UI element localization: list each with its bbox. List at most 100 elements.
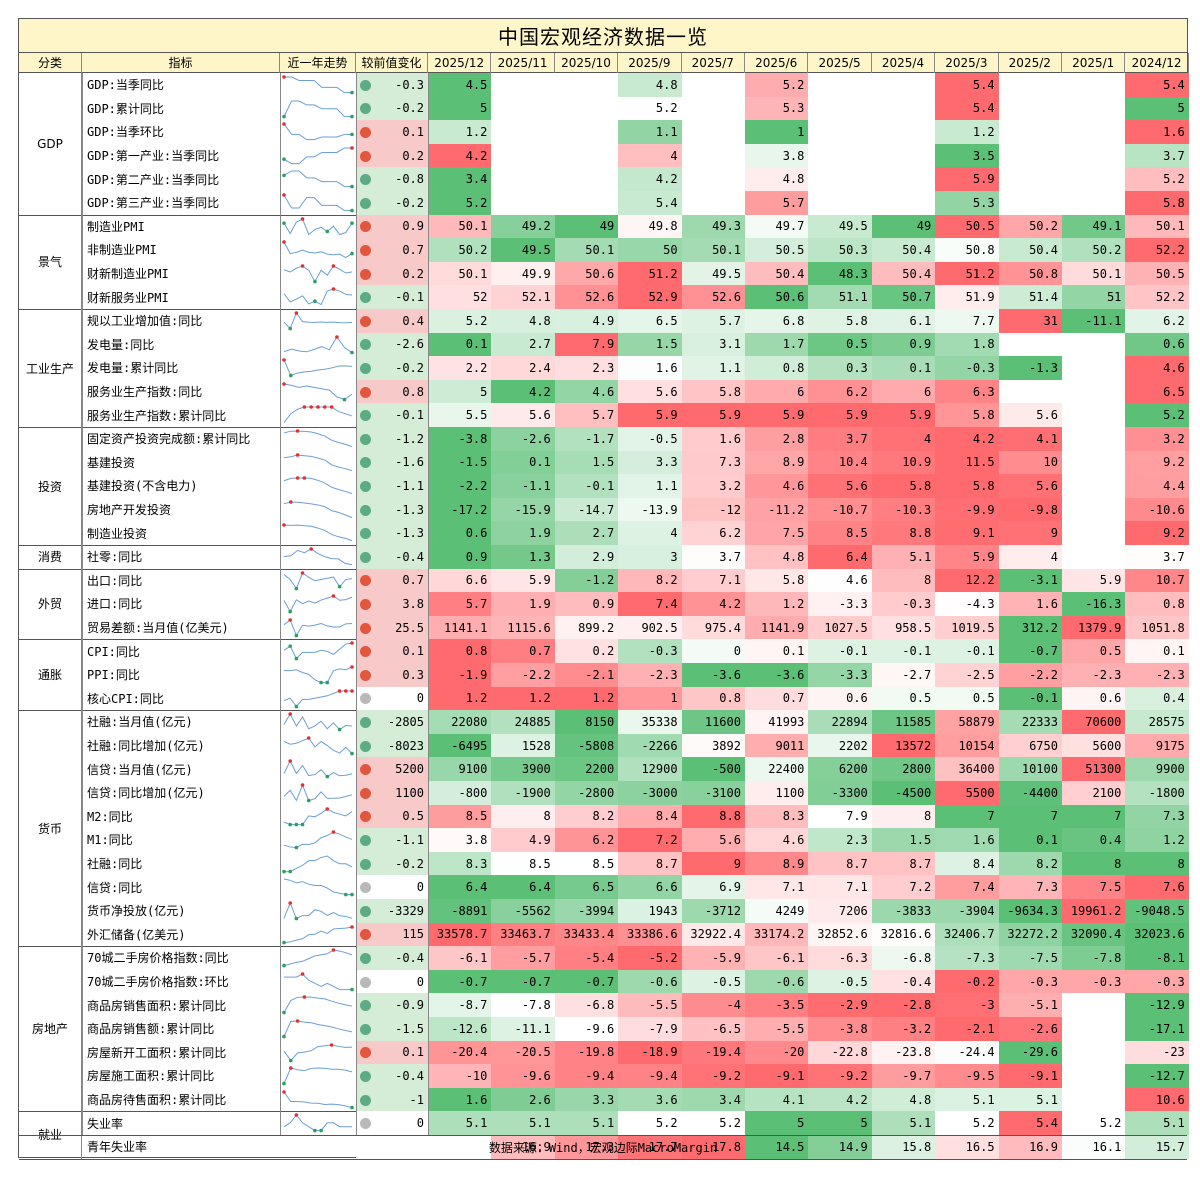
value-cell: 5.9 [935, 545, 999, 569]
value-cell: -10 [428, 1064, 492, 1088]
value-cell: 4.4 [1125, 474, 1189, 498]
value-cell: 8.5 [554, 851, 619, 876]
change-value: 0.1 [356, 1040, 428, 1065]
trend-sparkline [280, 970, 356, 994]
value-cell: -2.3 [618, 663, 682, 687]
sparkline-marker [282, 1089, 286, 1094]
table-row: 商品房销售面积:累计同比 -0.9 -8.7 -7.8 -6.8 -5.5 -4 -3.5 -2… [19, 993, 1189, 1017]
value-cell: 50.4 [871, 261, 936, 286]
header-period: 2025/7 [682, 53, 745, 73]
change-value: -0.2 [356, 851, 428, 876]
sparkline-marker [329, 1042, 334, 1047]
value-cell: 8.7 [871, 851, 936, 876]
value-cell: 5.6 [808, 474, 872, 498]
value-cell [1062, 379, 1126, 404]
value-cell [1062, 1040, 1126, 1065]
value-cell: 7 [998, 804, 1062, 829]
trend-sparkline [280, 356, 356, 380]
sparkline-svg [283, 263, 353, 284]
change-value: 0.1 [356, 639, 428, 663]
table-row: 青年失业率 16.9 17.3 17.7 17.8 14.5 14.9 15.8 16.5 16.… [19, 1135, 1189, 1159]
value-cell: 51.1 [808, 285, 872, 309]
table-row: 70城二手房价格指数:环比 0 -0.7 -0.7 -0.7 -0.6 -0.5 -0.6 -0… [19, 969, 1189, 994]
sparkline-line [283, 760, 353, 778]
value-cell: -2.6 [491, 427, 555, 451]
value-cell: 3.7 [1125, 545, 1189, 569]
value-cell: 9 [681, 851, 745, 876]
value-cell: -19.4 [681, 1040, 745, 1065]
value-cell: 3.8 [428, 828, 492, 852]
value-cell: 6.4 [808, 545, 872, 569]
value-cell: -3 [935, 993, 999, 1017]
change-text: 0 [416, 691, 424, 706]
indicator-label: 社融:同比 [87, 857, 143, 872]
value-cell: 5.2 [935, 1111, 999, 1135]
green-dot-icon [360, 858, 371, 870]
value-cell: -2.5 [935, 663, 999, 687]
trend-sparkline [280, 616, 356, 640]
value-cell: 6.1 [871, 309, 936, 333]
value-cell: 50.5 [1125, 261, 1189, 286]
sparkline-marker [350, 751, 354, 756]
value-cell: 3.2 [681, 474, 745, 498]
value-cell: 5.1 [871, 1111, 936, 1135]
value-cell: -10.7 [808, 497, 872, 522]
value-cell: -2.7 [871, 663, 936, 687]
trend-sparkline [280, 734, 356, 758]
change-value: -0.1 [356, 285, 428, 309]
value-cell: 8 [1062, 851, 1126, 876]
value-cell: 0.1 [1125, 639, 1189, 663]
value-cell: 0.8 [745, 356, 809, 380]
sparkline-marker [294, 1113, 299, 1118]
value-cell: -6.1 [428, 946, 492, 970]
indicator-label: 失业率 [87, 1116, 124, 1131]
sparkline-marker [288, 822, 292, 826]
sparkline-marker [331, 263, 336, 268]
change-value: -1 [356, 1087, 428, 1112]
value-cell: 6.5 [1125, 379, 1189, 404]
value-cell: 50.5 [745, 238, 809, 262]
value-cell: 33174.2 [745, 922, 809, 947]
change-value: -2805 [356, 710, 428, 734]
indicator-label: 非制造业PMI [87, 243, 157, 258]
value-cell: 49.5 [681, 261, 745, 286]
sparkline-marker [337, 688, 342, 693]
header-category: 分类 [19, 53, 82, 73]
value-cell: 0.3 [808, 356, 872, 380]
change-value: -1.2 [356, 427, 428, 451]
value-cell: -12 [681, 497, 745, 522]
value-cell: 19961.2 [1062, 899, 1126, 923]
value-cell: 1.6 [428, 1087, 492, 1112]
sparkline-svg [282, 240, 354, 259]
trend-sparkline [280, 215, 356, 239]
change-text: 0 [416, 974, 424, 989]
value-cell: -7.8 [1062, 946, 1126, 970]
gray-dot-icon [360, 1118, 371, 1130]
value-cell: 5.2 [681, 1111, 745, 1135]
sparkline-marker [282, 173, 286, 178]
header-period: 2025/4 [872, 53, 936, 73]
value-cell: 41993 [745, 710, 809, 734]
sparkline-svg [282, 948, 353, 968]
indicator-label: 信贷:同比 [87, 880, 143, 895]
value-cell: 6.2 [1125, 309, 1189, 333]
sparkline-line [283, 901, 353, 920]
value-cell: 49.9 [491, 261, 555, 286]
value-cell: 1 [618, 686, 682, 711]
change-text: -1.5 [395, 1021, 424, 1036]
table-row: 基建投资 -1.6 -1.5 0.1 1.5 3.3 7.3 8.9 10.4 10.9 11.5 1… [19, 450, 1189, 475]
green-dot-icon [360, 480, 371, 492]
source-footer: 数据来源：Wind，宏观边际MacroMargin [19, 1135, 1187, 1159]
value-cell: 5.8 [935, 403, 999, 427]
column-divider [428, 73, 429, 1135]
value-cell: -2.9 [808, 993, 872, 1017]
table-row: 社融:同比增加(亿元) -8023 -6495 1528 -5808 -2266 3892 9… [19, 733, 1189, 758]
value-cell: -2266 [618, 733, 682, 758]
green-dot-icon [360, 1070, 371, 1082]
value-cell: 10100 [998, 757, 1062, 781]
trend-sparkline [280, 427, 356, 451]
value-cell: 52.1 [491, 285, 555, 309]
value-cell: 3.4 [681, 1087, 745, 1112]
value-cell: 8 [871, 568, 936, 593]
value-cell: 5.9 [871, 403, 936, 427]
